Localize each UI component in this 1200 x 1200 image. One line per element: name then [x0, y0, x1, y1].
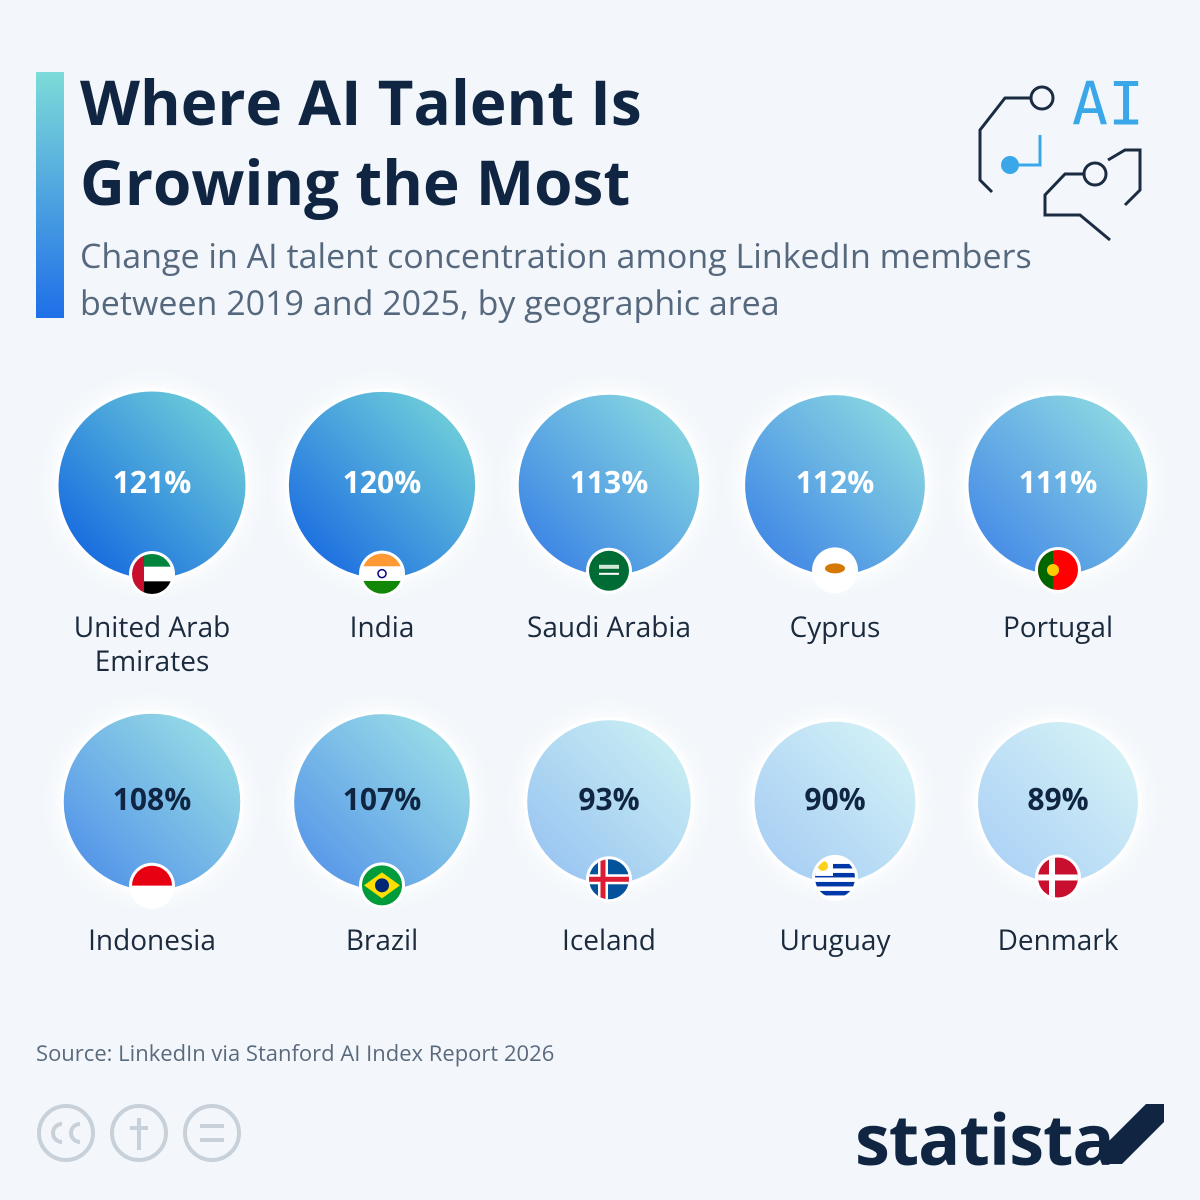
- value-label: 112%: [796, 461, 875, 502]
- category-label: Uruguay: [779, 921, 891, 959]
- flag-part: [132, 885, 172, 906]
- category-label: India: [349, 608, 415, 646]
- value-label: 89%: [1027, 778, 1088, 819]
- flag-part: [589, 550, 629, 591]
- flag-part: [599, 572, 619, 575]
- ai-icon: AI: [978, 70, 1144, 242]
- value-label: 120%: [343, 461, 422, 502]
- flag: [132, 865, 172, 906]
- flag-part: [1038, 874, 1078, 881]
- category-label: Denmark: [997, 921, 1119, 959]
- flag-part: [362, 580, 402, 594]
- value-label: 113%: [570, 461, 649, 502]
- source: Source: LinkedIn via Stanford AI Index R…: [36, 1038, 555, 1068]
- flag-part: [589, 876, 629, 882]
- category-label: Brazil: [345, 921, 419, 959]
- flag: [132, 554, 172, 594]
- flag-part: [815, 872, 855, 878]
- flag-part: [815, 863, 855, 869]
- subtitle: Change in AI talent concentration among …: [80, 232, 1032, 325]
- flag-part: [375, 878, 389, 893]
- category-label: Indonesia: [88, 921, 216, 959]
- accent-bar: [36, 72, 64, 318]
- svg-text:AI: AI: [1072, 70, 1144, 140]
- category-label: Cyprus: [789, 608, 881, 646]
- value-label: 107%: [343, 778, 422, 819]
- flag-part: [600, 859, 606, 900]
- category-label: Saudi Arabia: [526, 608, 692, 646]
- category-label: United Arab Emirates: [73, 608, 231, 680]
- flag: [815, 550, 855, 591]
- flag-part: [377, 568, 387, 579]
- flag: [589, 550, 629, 591]
- flag-part: [815, 890, 855, 896]
- value-label: 90%: [804, 778, 865, 819]
- logo: statista: [855, 1090, 1115, 1186]
- license-icons: [37, 1104, 241, 1162]
- logo-mark: [1104, 1104, 1164, 1164]
- flag-part: [815, 881, 855, 887]
- flag: [1038, 549, 1078, 590]
- flag-part: [362, 553, 402, 567]
- flag: [589, 859, 629, 900]
- flag-part: [599, 564, 619, 569]
- flag-part: [1047, 563, 1059, 576]
- flag: [362, 553, 402, 594]
- flag: [1038, 857, 1078, 898]
- title: Where AI Talent Is Growing the Most: [80, 60, 642, 224]
- category-label: Iceland: [562, 921, 656, 959]
- flag-part: [132, 865, 172, 886]
- flag: [815, 857, 855, 898]
- flag-part: [132, 554, 144, 594]
- value-label: 108%: [113, 778, 192, 819]
- flag-part: [1038, 549, 1053, 590]
- category-label: Portugal: [1002, 608, 1114, 646]
- flag-part: [1049, 857, 1055, 898]
- value-label: 93%: [578, 778, 639, 819]
- flag-part: [825, 563, 845, 574]
- value-label: 121%: [113, 461, 192, 502]
- flag: [362, 865, 402, 906]
- flag-part: [362, 566, 402, 582]
- value-label: 111%: [1019, 461, 1098, 502]
